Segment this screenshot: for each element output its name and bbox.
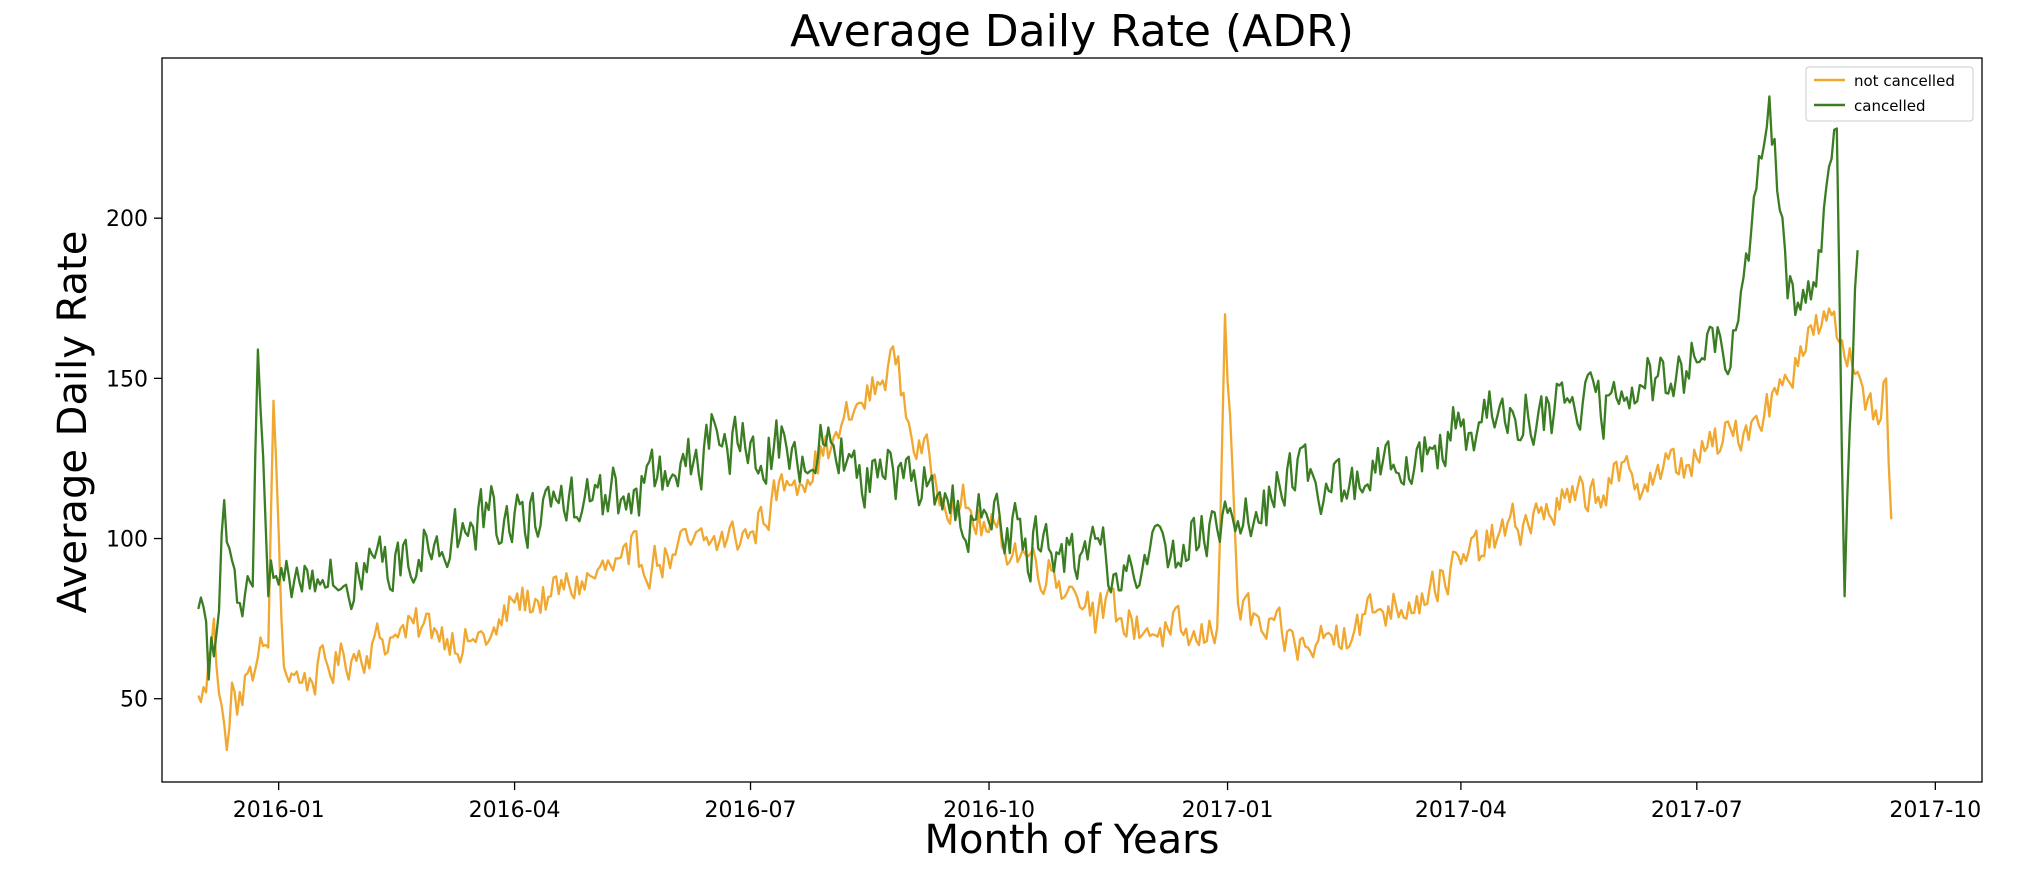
y-tick-label: 200 — [106, 207, 148, 232]
legend: not cancelled cancelled — [1805, 66, 1974, 122]
y-tick-label: 150 — [106, 367, 148, 392]
x-tick-label: 2017-10 — [1889, 798, 1981, 823]
x-tick-label: 2016-10 — [943, 798, 1035, 823]
y-axis-label: Average Daily Rate — [50, 231, 96, 614]
x-tick-label: 2016-07 — [705, 798, 797, 823]
x-tick-label: 2017-01 — [1182, 798, 1274, 823]
chart-title: Average Daily Rate (ADR) — [790, 6, 1354, 57]
plot-frame — [161, 57, 1983, 783]
x-tick-label: 2016-01 — [233, 798, 325, 823]
y-tick-label: 100 — [106, 528, 148, 553]
x-tick-label: 2017-07 — [1651, 798, 1743, 823]
legend-label-cancelled: cancelled — [1854, 97, 1926, 115]
x-tick-label: 2017-04 — [1415, 798, 1507, 823]
y-tick-label: 50 — [120, 688, 148, 713]
series-line-cancelled — [197, 95, 1859, 681]
series-line-not-cancelled — [197, 307, 1893, 752]
legend-label-not-cancelled: not cancelled — [1854, 72, 1955, 90]
legend-box — [1805, 66, 1974, 122]
x-tick-label: 2016-04 — [469, 798, 561, 823]
x-axis-label: Month of Years — [925, 817, 1220, 863]
